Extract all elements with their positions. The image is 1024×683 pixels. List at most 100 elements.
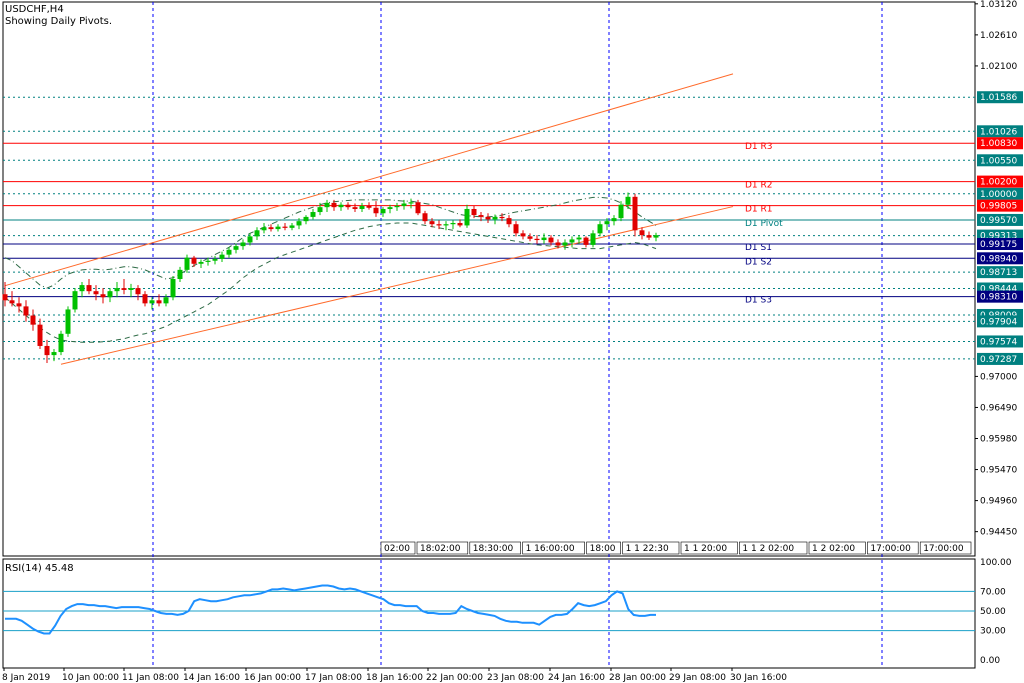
time-axis-label-1: 10 Jan 00:00	[62, 673, 119, 683]
time-strip-box	[680, 541, 738, 555]
candle-body	[86, 285, 92, 292]
time-strip-item: 17:00:00	[919, 541, 972, 555]
main-panel-frame	[2, 1, 976, 557]
candle-body	[485, 216, 491, 220]
candle	[198, 259, 204, 269]
level-price-box-5-text: 0.98713	[980, 268, 1017, 278]
time-strip-label: 1 1 22:30	[626, 544, 669, 554]
pivot-price-box-2-bg	[977, 199, 1023, 212]
pivot-price-box-4-bg	[977, 237, 1023, 250]
candle-body	[191, 257, 197, 264]
candle-body	[72, 291, 78, 310]
level-price-box-9: 0.97574	[977, 335, 1023, 348]
time-axis-label-8: 23 Jan 08:00	[487, 673, 544, 683]
candle-body	[114, 288, 120, 292]
candle-body	[44, 345, 50, 356]
candle	[282, 222, 288, 231]
moving-average-1	[4, 222, 657, 343]
candle	[618, 201, 624, 222]
pivot-label-6: D1 S3	[745, 296, 772, 306]
pivot-price-box-0-text: 1.00830	[980, 139, 1017, 149]
candle-body	[51, 352, 57, 356]
candle	[226, 247, 232, 258]
price-tick-label-7: 0.94960	[980, 497, 1017, 507]
level-price-box-9-text: 0.97574	[980, 337, 1017, 347]
level-price-box-6-text: 0.98444	[980, 284, 1017, 294]
candle-body	[450, 222, 456, 225]
candle	[478, 212, 484, 222]
candle	[653, 232, 659, 242]
candle-body	[16, 303, 22, 307]
candle	[289, 222, 295, 231]
pivot-price-box-6-bg	[977, 290, 1023, 303]
candle-body	[289, 225, 295, 228]
rsi-label: RSI(14) 45.48	[5, 563, 74, 574]
pivot-price-box-4-text: 0.99175	[980, 240, 1017, 250]
time-strip-item: 18:30:00	[469, 541, 521, 555]
level-price-box-10-text: 0.97287	[980, 355, 1017, 365]
candle-body	[170, 279, 176, 298]
candle-body	[639, 230, 645, 236]
rsi-panel: 100.00 70.00 50.00 30.00 0.00	[3, 558, 1012, 666]
candle-body	[499, 216, 505, 219]
pivot-price-box-3-bg	[977, 213, 1023, 226]
time-strip-item: 1 1 22:30	[622, 541, 680, 555]
pivot-label-4: D1 S1	[745, 243, 772, 253]
candle-body	[625, 196, 631, 205]
time-strip-item: 1 1 20:00	[680, 541, 738, 555]
price-tick-label-4: 0.96490	[980, 403, 1017, 413]
level-price-box-4-text: 0.99313	[980, 232, 1017, 242]
price-tick-label-2: 1.02100	[980, 62, 1017, 72]
candle-body	[373, 207, 379, 214]
candle-body	[317, 207, 323, 213]
candle-body	[177, 269, 183, 279]
level-price-box-8: 0.97904	[977, 315, 1023, 328]
candle-body	[310, 212, 316, 217]
level-price-box-0-bg	[977, 91, 1023, 104]
candle-body	[58, 333, 64, 353]
pivot-label-0: D1 R3	[745, 142, 773, 152]
candle-body	[128, 288, 134, 290]
candle-body	[464, 208, 470, 226]
time-strip-label: 18:02:00	[420, 544, 461, 554]
level-price-box-2-text: 1.00550	[980, 156, 1017, 166]
level-price-box-1-text: 1.01026	[980, 127, 1017, 137]
symbol-label: USDCHF,H4	[5, 4, 64, 15]
time-strip-item: 1 1 2 02:00	[739, 541, 808, 555]
candle	[261, 222, 267, 234]
candle	[597, 221, 603, 237]
time-axis-label-7: 22 Jan 00:00	[426, 673, 483, 683]
candle	[149, 297, 155, 310]
time-strip-box	[622, 541, 680, 555]
pivot-price-box-1-text: 1.00200	[980, 178, 1017, 188]
time-axis-label-3: 14 Jan 16:00	[183, 673, 240, 683]
candle	[401, 199, 407, 210]
candle-body	[597, 224, 603, 234]
level-price-box-3: 1.00000	[977, 187, 1023, 200]
candle-body	[527, 236, 533, 239]
candle-body	[156, 300, 162, 304]
candle-body	[121, 288, 127, 290]
level-price-box-10: 0.97287	[977, 352, 1023, 365]
pivot-price-box-0: 1.00830	[977, 137, 1023, 150]
candle-body	[79, 285, 85, 292]
candle	[79, 282, 85, 298]
trend-channel[interactable]	[4, 73, 734, 365]
candle	[408, 198, 414, 209]
candle-body	[520, 233, 526, 237]
time-strip-item: 1 2 02:00	[808, 541, 866, 555]
candle	[583, 236, 589, 248]
candle-body	[254, 230, 260, 237]
time-axis-label-4: 16 Jan 00:00	[244, 673, 301, 683]
level-price-box-2-bg	[977, 154, 1023, 167]
time-strip-box	[919, 541, 972, 555]
candle-body	[401, 203, 407, 206]
candle	[142, 291, 148, 307]
candle	[562, 239, 568, 250]
candle-body	[562, 242, 568, 246]
level-price-box-5-bg	[977, 266, 1023, 279]
candle	[93, 285, 99, 301]
candle	[170, 275, 176, 301]
candle	[240, 239, 246, 250]
